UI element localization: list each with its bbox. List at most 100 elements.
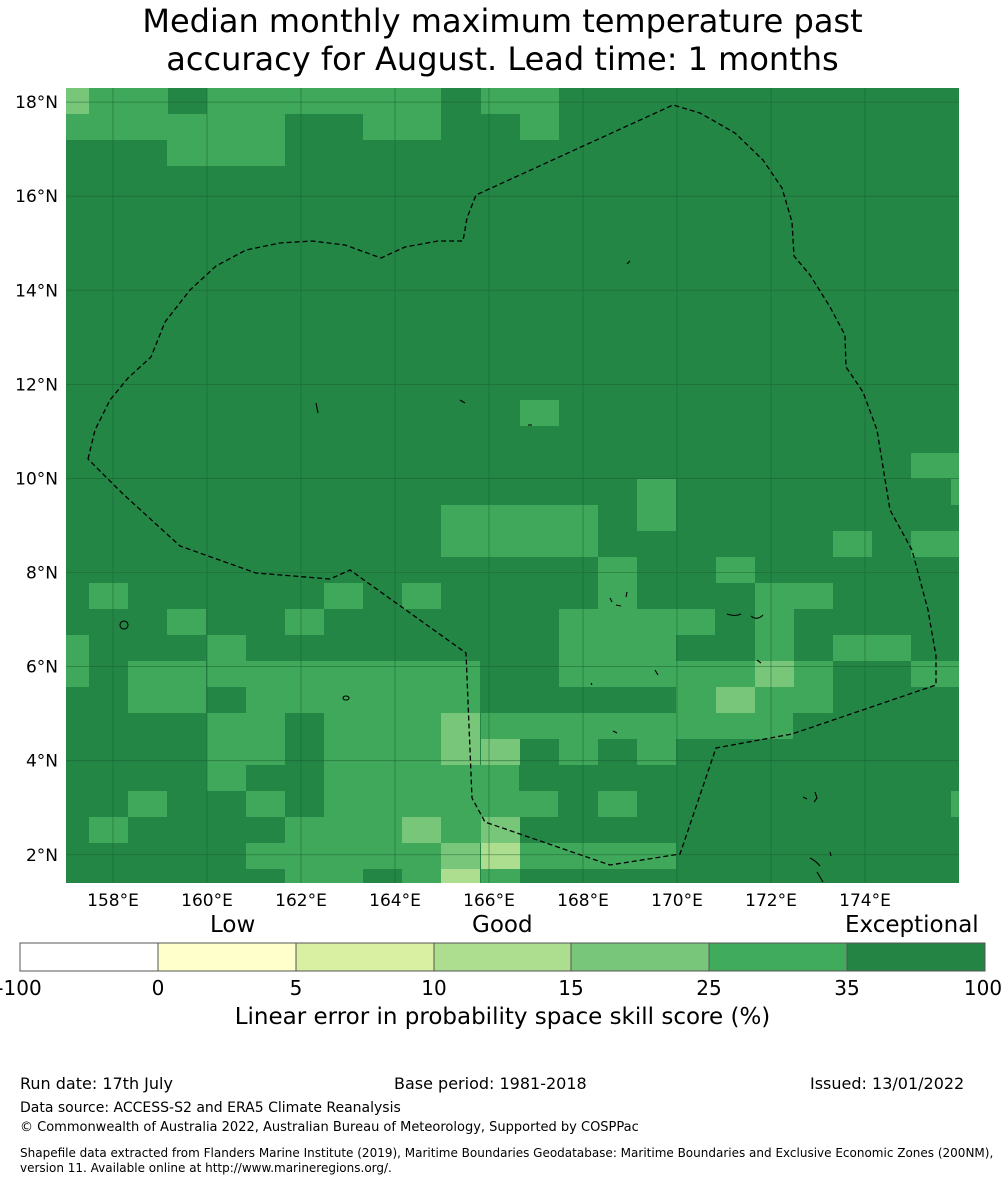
latitude-tick-label: 12°N: [15, 375, 58, 395]
skill-cell: [207, 713, 246, 739]
skill-cell: [598, 791, 637, 817]
colorbar-segment: [295, 942, 435, 972]
skill-cell: [285, 817, 402, 843]
skill-cell: [441, 765, 519, 817]
colorbar-label-low: Low: [210, 912, 256, 938]
base-period: Base period: 1981-2018: [394, 1074, 587, 1093]
skill-cell: [637, 739, 676, 765]
longitude-tick-label: 162°E: [275, 891, 327, 911]
skill-cell: [324, 661, 441, 713]
title-line-2: accuracy for August. Lead time: 1 months: [166, 40, 839, 78]
skill-cell: [716, 557, 755, 583]
issued-date: Issued: 13/01/2022: [810, 1074, 965, 1093]
skill-cell: [89, 88, 168, 114]
skill-cell: [246, 843, 441, 869]
skill-cell: [128, 791, 167, 817]
colorbar-tick: 5: [289, 976, 303, 1000]
skill-cell: [833, 635, 911, 661]
colorbar-tick: 25: [696, 976, 722, 1000]
skill-cell: [755, 609, 794, 661]
skill-score-cells: [66, 88, 959, 883]
colorbar-segment: [570, 942, 710, 972]
skill-cell: [285, 869, 363, 883]
island-outlines: [119, 260, 832, 883]
skill-cell: [89, 817, 128, 843]
chart-title: Median monthly maximum temperature past …: [0, 2, 1005, 78]
skill-cell: [246, 661, 324, 713]
latitude-tick-label: 2°N: [26, 846, 58, 866]
colorbar-segment: [433, 942, 572, 972]
skill-cell: [481, 88, 559, 114]
skill-cell: [207, 739, 285, 765]
latitude-tick-label: 16°N: [15, 187, 58, 207]
skill-cell: [324, 583, 363, 609]
run-date: Run date: 17th July: [20, 1074, 173, 1093]
longitude-tick-label: 166°E: [463, 891, 515, 911]
skill-cell: [207, 635, 246, 687]
colorbar-label-exceptional: Exceptional: [845, 912, 979, 938]
skill-cell: [520, 400, 559, 426]
skill-cell: [833, 531, 872, 557]
skill-cell: [911, 661, 959, 687]
longitude-tick-label: 172°E: [745, 891, 797, 911]
skill-cell: [207, 765, 246, 791]
latitude-tick-label: 8°N: [26, 564, 58, 584]
skill-cell: [676, 609, 715, 635]
skill-cell: [246, 791, 285, 817]
skill-cell: [441, 661, 480, 713]
colorbar-tick: 100: [963, 976, 1003, 1000]
skill-cell: [402, 583, 441, 609]
skill-cell: [520, 114, 559, 140]
skill-cell: [441, 505, 598, 557]
longitude-tick-label: 160°E: [181, 891, 233, 911]
skill-cell: [598, 557, 637, 609]
skill-cell: [363, 114, 441, 140]
skill-cell: [481, 869, 520, 883]
skill-cell: [755, 583, 833, 609]
skill-cell: [951, 479, 959, 505]
colorbar-tick: 10: [421, 976, 447, 1000]
skill-cell: [911, 531, 959, 557]
colorbar-label-good: Good: [472, 912, 533, 938]
skill-cell: [520, 843, 676, 869]
skill-cell: [559, 739, 598, 765]
colorbar-segment: [157, 942, 297, 972]
skill-cell: [66, 635, 89, 687]
longitude-tick-label: 168°E: [557, 891, 609, 911]
skill-cell: [66, 88, 89, 114]
skill-cell: [481, 843, 520, 869]
skill-cell: [598, 713, 676, 739]
latitude-tick-label: 6°N: [26, 658, 58, 678]
eez-boundary: [87, 104, 937, 866]
skill-cell: [402, 869, 441, 883]
skill-cell: [481, 713, 598, 739]
colorbar-segment: [19, 942, 159, 972]
skill-cell: [441, 713, 480, 765]
longitude-tick-label: 164°E: [369, 891, 421, 911]
colorbar-tick: -100: [0, 976, 42, 1000]
skill-cell: [324, 739, 441, 817]
latitude-tick-label: 18°N: [15, 93, 58, 113]
colorbar-tick: 15: [558, 976, 584, 1000]
colorbar-segment: [708, 942, 848, 972]
latitude-tick-label: 10°N: [15, 469, 58, 489]
title-line-1: Median monthly maximum temperature past: [142, 2, 863, 40]
skill-cell: [637, 479, 676, 531]
skill-cell: [285, 609, 324, 635]
map-axis-labels: 158°E 160°E 162°E 164°E 166°E 168°E 170°E 172°E…: [15, 93, 891, 911]
longitude-tick-label: 174°E: [839, 891, 891, 911]
skill-cell: [66, 114, 167, 140]
skill-cell: [481, 739, 520, 765]
colorbar-segment: [846, 942, 986, 972]
skill-cell: [481, 817, 520, 843]
skill-cell: [167, 609, 206, 635]
skill-cell: [128, 661, 206, 713]
skill-cell: [716, 687, 755, 713]
colorbar: [19, 942, 986, 972]
shapefile-credit: Shapefile data extracted from Flanders M…: [20, 1146, 994, 1175]
longitude-tick-label: 158°E: [87, 891, 139, 911]
longitude-tick-label: 170°E: [651, 891, 703, 911]
skill-cell: [167, 114, 285, 166]
skill-cell: [207, 88, 441, 114]
skill-cell: [441, 869, 480, 883]
